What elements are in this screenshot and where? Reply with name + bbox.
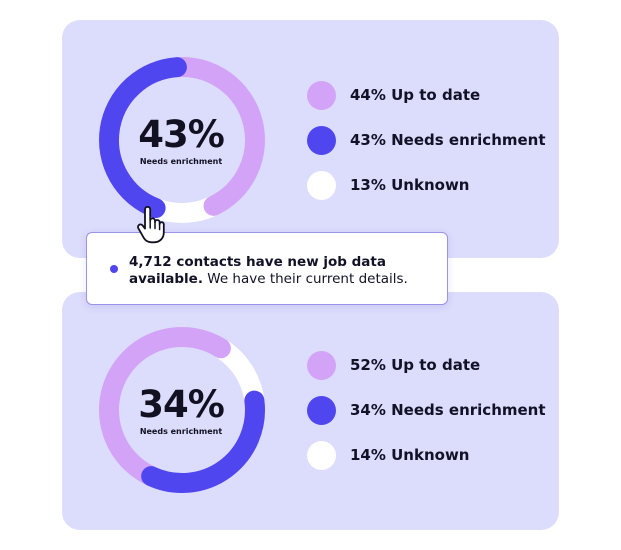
job-data-callout: 4,712 contacts have new job data availab… xyxy=(86,232,448,305)
legend-item-needs-enrichment: 34% Needs enrichment xyxy=(307,395,546,425)
legend-item-up-to-date: 52% Up to date xyxy=(307,350,480,380)
callout-normal-text: We have their current details. xyxy=(202,271,408,287)
dot-needs-enrichment-icon xyxy=(307,395,336,425)
donut-segment-up-to-date[interactable] xyxy=(98,327,231,487)
dot-unknown-icon xyxy=(307,170,336,200)
bullet-dot-icon xyxy=(110,265,118,273)
legend-item-needs-enrichment: 43% Needs enrichment xyxy=(307,125,546,155)
callout-text: 4,712 contacts have new job data availab… xyxy=(129,254,429,288)
legend-label: 13% Unknown xyxy=(350,176,470,194)
donut-segment-needs-enrichment[interactable] xyxy=(99,57,187,219)
legend-item-unknown: 14% Unknown xyxy=(307,440,469,470)
donut-center-value: 43% xyxy=(138,113,225,156)
donut-center-label: Needs enrichment xyxy=(139,157,223,166)
dot-needs-enrichment-icon xyxy=(307,125,336,155)
callout-bold-text: 4,712 contacts have new job data availab… xyxy=(129,254,386,287)
donut-segment-needs-enrichment[interactable] xyxy=(141,390,265,493)
legend-label: 43% Needs enrichment xyxy=(350,131,546,149)
legend-label: 52% Up to date xyxy=(350,356,481,374)
legend-label: 44% Up to date xyxy=(350,86,481,104)
legend-label: 14% Unknown xyxy=(350,446,470,464)
legend-item-unknown: 13% Unknown xyxy=(307,170,469,200)
donut-segment-up-to-date[interactable] xyxy=(166,57,265,216)
donut-chart-1[interactable] xyxy=(96,54,268,226)
donut-center-label: Needs enrichment xyxy=(139,427,223,436)
donut-chart-2[interactable] xyxy=(96,324,268,496)
legend-item-up-to-date: 44% Up to date xyxy=(307,80,480,110)
hand-pointer-icon xyxy=(137,206,165,244)
dot-unknown-icon xyxy=(307,440,336,470)
legend-label: 34% Needs enrichment xyxy=(350,401,546,419)
dot-up-to-date-icon xyxy=(307,80,336,110)
dot-up-to-date-icon xyxy=(307,350,336,380)
donut-center-value: 34% xyxy=(138,383,225,426)
